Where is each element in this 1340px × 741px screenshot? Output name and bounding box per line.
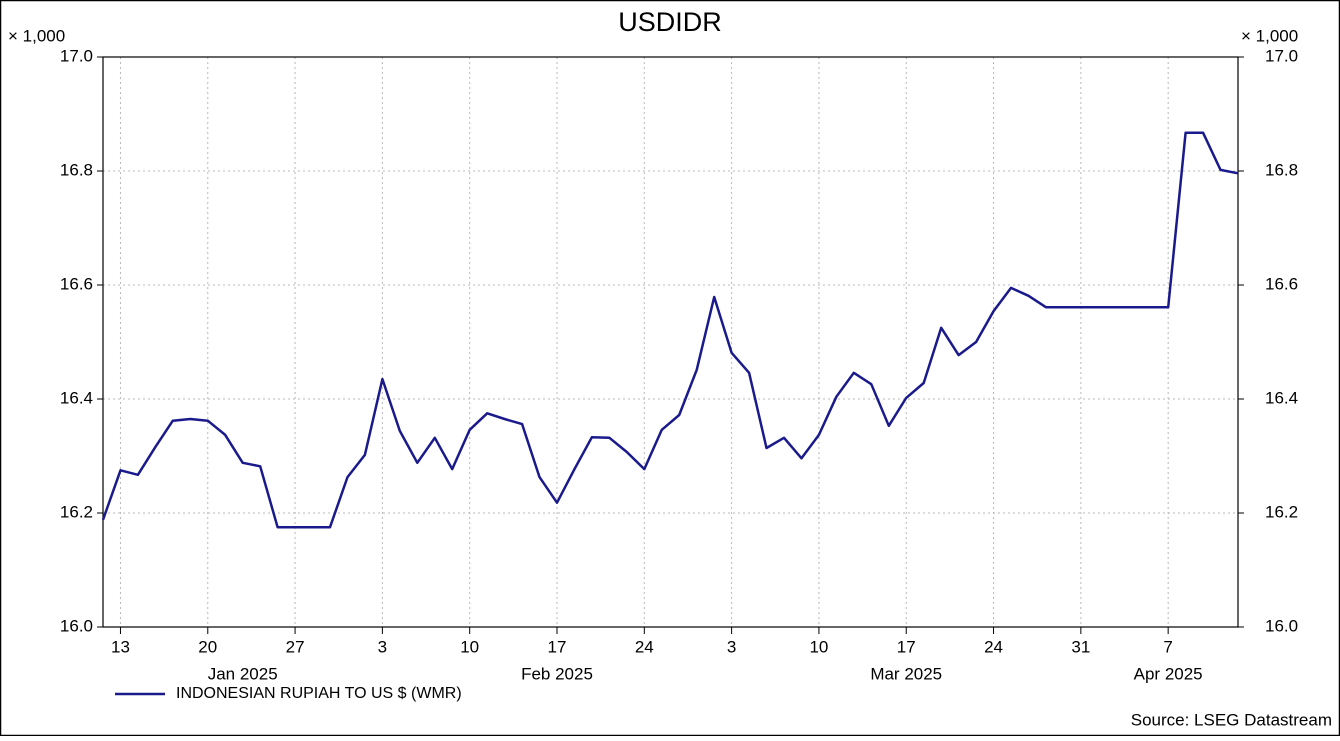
- x-tick-label: 3: [378, 637, 387, 656]
- x-tick-label: 13: [111, 637, 130, 656]
- chart-title: USDIDR: [618, 7, 722, 37]
- x-tick-label: 3: [727, 637, 736, 656]
- y2-axis-unit: × 1,000: [1241, 26, 1298, 45]
- y-tick-label: 17.0: [60, 46, 93, 65]
- x-tick-label: 10: [809, 637, 828, 656]
- y2-tick-label: 16.6: [1265, 274, 1298, 293]
- y-tick-label: 16.0: [60, 616, 93, 635]
- y-tick-label: 16.8: [60, 160, 93, 179]
- x-tick-label: 20: [198, 637, 217, 656]
- month-label: Feb 2025: [521, 664, 593, 683]
- y-tick-label: 16.2: [60, 502, 93, 521]
- plot-area: [102, 56, 1239, 628]
- y2-tick-label: 16.4: [1265, 388, 1298, 407]
- x-tick-label: 10: [460, 637, 479, 656]
- y2-tick-label: 17.0: [1265, 46, 1298, 65]
- y2-tick-label: 16.2: [1265, 502, 1298, 521]
- x-tick-label: 24: [635, 637, 654, 656]
- x-tick-label: 31: [1071, 637, 1090, 656]
- month-label: Apr 2025: [1134, 664, 1203, 683]
- y-tick-label: 16.6: [60, 274, 93, 293]
- y2-tick-label: 16.0: [1265, 616, 1298, 635]
- x-tick-label: 17: [548, 637, 567, 656]
- legend-label: INDONESIAN RUPIAH TO US $ (WMR): [176, 685, 462, 702]
- y-tick-label: 16.4: [60, 388, 93, 407]
- source: Source: LSEG Datastream: [1131, 710, 1332, 729]
- x-tick-label: 17: [897, 637, 916, 656]
- month-label: Mar 2025: [870, 664, 942, 683]
- x-tick-label: 7: [1163, 637, 1172, 656]
- x-tick-label: 24: [984, 637, 1003, 656]
- series-line: [101, 131, 1239, 529]
- y-axis-unit: × 1,000: [8, 26, 65, 45]
- y2-tick-label: 16.8: [1265, 160, 1298, 179]
- x-tick-label: 27: [286, 637, 305, 656]
- month-label: Jan 2025: [208, 664, 278, 683]
